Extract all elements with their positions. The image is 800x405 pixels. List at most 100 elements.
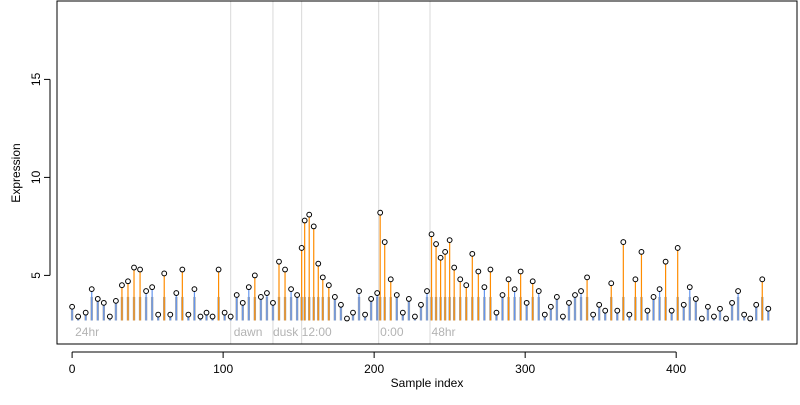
data-point	[381, 239, 388, 245]
data-point	[692, 296, 699, 302]
data-point	[553, 294, 560, 300]
data-point	[680, 301, 687, 308]
data-point	[535, 288, 542, 294]
data-point	[161, 270, 168, 277]
data-point	[69, 303, 76, 310]
data-point	[686, 284, 693, 291]
data-point	[399, 309, 406, 316]
data-point	[350, 309, 356, 316]
y-tick-label: 15	[29, 72, 43, 86]
data-point	[374, 290, 381, 296]
data-point	[668, 307, 675, 314]
data-point	[511, 286, 518, 293]
data-points	[69, 209, 772, 322]
data-point	[167, 311, 174, 318]
data-point	[428, 231, 435, 238]
data-point	[298, 245, 305, 251]
segment-label: dusk	[273, 325, 299, 339]
data-point	[523, 299, 530, 306]
data-point	[125, 278, 131, 285]
data-point	[282, 266, 288, 273]
data-point	[614, 307, 621, 314]
data-point	[149, 284, 156, 291]
data-point	[310, 223, 317, 230]
data-point	[88, 286, 95, 293]
data-point	[517, 268, 524, 275]
data-point	[368, 296, 375, 302]
segment-label: 48hr	[432, 325, 456, 339]
data-point	[541, 311, 548, 318]
data-point	[251, 272, 258, 279]
data-point	[481, 284, 488, 291]
segment-labels: 24hr dawn dusk 12:00 0:00 48hr	[75, 325, 455, 339]
x-tick-label: 300	[515, 362, 535, 376]
data-point	[723, 315, 729, 322]
data-point	[294, 292, 301, 298]
data-point	[566, 299, 572, 306]
data-point	[437, 254, 444, 261]
data-point	[233, 292, 240, 298]
x-tick-label: 400	[666, 362, 686, 376]
data-point	[753, 301, 760, 308]
data-point	[735, 288, 742, 294]
data-point	[276, 258, 282, 265]
data-point	[626, 311, 633, 318]
data-point	[747, 315, 754, 322]
y-axis: 5 10 15	[29, 72, 51, 279]
data-point	[729, 299, 735, 306]
data-point	[143, 288, 150, 294]
x-tick-label: 0	[69, 362, 76, 376]
data-point	[306, 211, 313, 218]
segment-label: 12:00	[302, 325, 332, 339]
data-point	[221, 309, 228, 316]
data-point	[270, 299, 276, 306]
data-point	[741, 311, 748, 318]
data-point	[493, 309, 500, 316]
data-point	[331, 294, 338, 300]
data-point	[608, 280, 615, 287]
data-point	[377, 209, 384, 216]
data-point	[457, 276, 464, 283]
y-tick-label: 5	[29, 272, 43, 279]
data-point	[632, 276, 639, 283]
data-point	[596, 301, 603, 308]
data-point	[227, 313, 234, 320]
data-point	[173, 290, 180, 296]
data-point	[257, 294, 264, 300]
data-point	[487, 266, 494, 273]
data-point	[584, 274, 590, 281]
data-point	[356, 288, 362, 294]
data-point	[245, 284, 252, 291]
data-point	[338, 301, 344, 308]
plot-frame	[56, 0, 798, 345]
segment-label: dawn	[234, 325, 263, 339]
data-point	[717, 305, 723, 312]
data-point	[650, 294, 657, 300]
data-point	[137, 266, 143, 273]
data-point	[442, 248, 449, 255]
data-point	[446, 237, 453, 244]
segment-label: 0:00	[380, 325, 404, 339]
data-point	[197, 313, 204, 320]
data-point	[215, 266, 222, 273]
x-tick-label: 100	[213, 362, 233, 376]
data-point	[100, 299, 107, 306]
data-point	[662, 258, 669, 265]
data-point	[644, 307, 651, 314]
data-point	[239, 299, 246, 306]
data-point	[578, 288, 584, 294]
y-tick-label: 10	[29, 170, 43, 184]
data-point	[203, 309, 210, 316]
segment-dividers	[230, 1, 431, 344]
data-point	[319, 274, 326, 281]
data-point	[264, 290, 270, 296]
data-point	[529, 278, 536, 285]
data-point	[112, 297, 119, 304]
data-point	[704, 303, 711, 310]
data-point	[82, 309, 89, 316]
data-point	[620, 239, 627, 245]
data-point	[698, 315, 705, 322]
data-point	[412, 313, 418, 320]
